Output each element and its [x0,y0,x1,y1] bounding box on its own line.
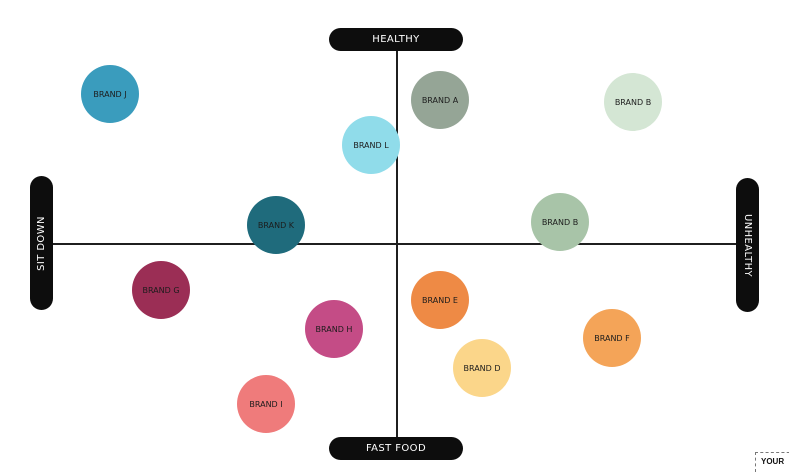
brand-j-circle: BRAND J [81,65,139,123]
brand-b-top-label: BRAND B [614,97,652,107]
brand-l-circle: BRAND L [342,116,400,174]
corner-watermark-text: YOUR [761,457,785,466]
brand-f-circle: BRAND F [583,309,641,367]
brand-d-circle: BRAND D [453,339,511,397]
brand-j-label: BRAND J [93,89,127,99]
corner-watermark: YOUR [755,452,789,472]
axis-label-left-text: SIT DOWN [36,215,48,271]
axis-label-left: SIT DOWN [30,176,53,310]
horizontal-axis-line [42,243,748,245]
axis-label-right-text: UNHEALTHY [742,213,754,277]
brand-h-circle: BRAND H [305,300,363,358]
brand-d-label: BRAND D [463,363,501,373]
brand-e-circle: BRAND E [411,271,469,329]
brand-i-circle: BRAND I [237,375,295,433]
axis-label-top-text: HEALTHY [372,34,420,45]
axis-label-right: UNHEALTHY [736,178,759,312]
brand-l-label: BRAND L [353,140,389,150]
brand-g-circle: BRAND G [132,261,190,319]
brand-b-top-circle: BRAND B [604,73,662,131]
brand-b-middle-circle: BRAND B [531,193,589,251]
brand-a-label: BRAND A [421,95,459,105]
axis-label-bottom: FAST FOOD [329,437,463,460]
brand-i-label: BRAND I [249,399,283,409]
brand-g-label: BRAND G [142,285,180,295]
vertical-axis-line [396,40,398,450]
brand-k-label: BRAND K [257,220,295,230]
brand-e-label: BRAND E [422,295,458,305]
brand-a-circle: BRAND A [411,71,469,129]
brand-k-circle: BRAND K [247,196,305,254]
brand-f-label: BRAND F [594,333,630,343]
axis-label-top: HEALTHY [329,28,463,51]
axis-label-bottom-text: FAST FOOD [365,443,427,454]
brand-h-label: BRAND H [315,324,353,334]
brand-b-middle-label: BRAND B [541,217,579,227]
